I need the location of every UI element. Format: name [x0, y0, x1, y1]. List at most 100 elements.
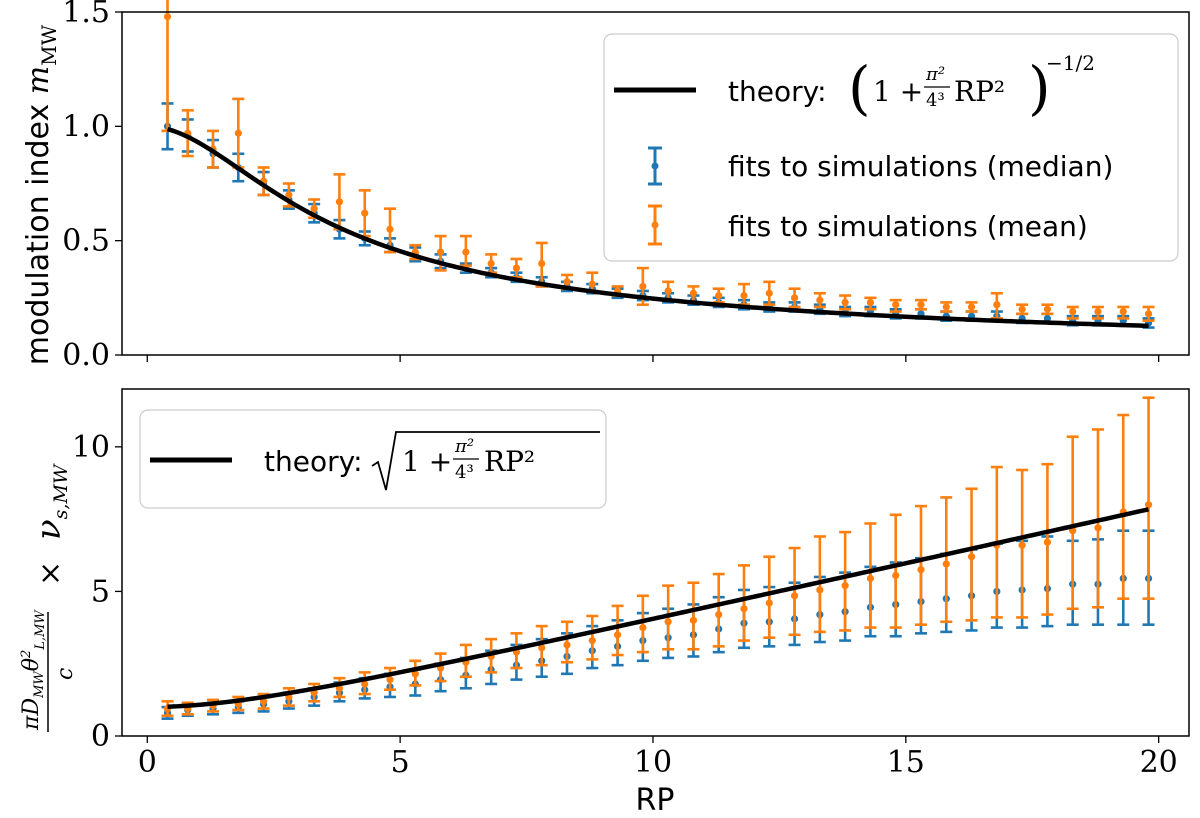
data-point — [1043, 305, 1052, 313]
data-point — [715, 291, 723, 300]
top-legend-theory-label: theory: — [728, 75, 827, 108]
top-mean-point — [1066, 305, 1079, 320]
data-point — [866, 298, 875, 307]
data-point — [1094, 524, 1102, 532]
y-tick-label: 0.5 — [62, 224, 110, 259]
formula-rp-sq: RP² — [954, 75, 1005, 108]
ylabel-times: × — [33, 561, 68, 586]
data-point — [613, 631, 622, 639]
top-mean-point — [181, 109, 194, 158]
formula-pi-sq: π² — [925, 64, 945, 85]
y-tick-label: 10 — [72, 430, 110, 465]
data-point — [866, 574, 875, 583]
top-mean-point — [1142, 305, 1155, 323]
formula-one-plus: 1 + — [873, 75, 923, 108]
data-point — [993, 301, 1001, 309]
bottom-mean-point — [1016, 468, 1029, 619]
data-point — [1094, 307, 1102, 316]
data-point — [1018, 541, 1026, 549]
top-mean-point — [965, 301, 978, 313]
data-point — [361, 209, 369, 217]
bottom-plot-area — [161, 396, 1155, 720]
formula-exponent: −1/2 — [1046, 51, 1095, 75]
top-mean-point — [914, 298, 927, 311]
bottom-mean-point — [940, 496, 953, 624]
bottom-mean-point — [434, 652, 447, 683]
x-tick-label: 10 — [634, 745, 672, 780]
top-y-axis-label: modulation index mMW — [21, 24, 61, 365]
bottom-mean-point — [914, 504, 927, 626]
x-tick-label: 5 — [391, 745, 410, 780]
bottom-mean-point — [864, 522, 877, 629]
data-point — [790, 294, 799, 302]
bottom-mean-point — [561, 620, 574, 664]
data-point — [163, 12, 172, 21]
ylabel-nu: νs,MW — [29, 463, 72, 540]
top-mean-point — [990, 291, 1003, 320]
top-mean-point — [232, 97, 245, 169]
y-tick-label: 1.0 — [62, 109, 110, 144]
data-point — [892, 301, 900, 309]
bottom-mean-point — [384, 666, 397, 692]
top-mean-point — [737, 282, 750, 306]
bottom-mean-point — [965, 487, 978, 622]
bottom-legend-box — [139, 409, 607, 509]
bottom-y-axis-label: πDMWθ2L,MW c × νs,MW — [19, 463, 78, 732]
top-mean-point — [1117, 305, 1130, 320]
bottom-series-mean — [161, 396, 1155, 718]
data-point — [487, 259, 495, 268]
data-point — [816, 586, 824, 594]
data-point — [1043, 538, 1052, 546]
top-legend-mean-label: fits to simulations (mean) — [728, 210, 1088, 243]
formula-rp-sq: RP² — [484, 445, 535, 478]
top-ylabel-sub: MW — [37, 24, 61, 65]
top-mean-point — [510, 257, 523, 279]
bottom-mean-point — [839, 530, 852, 632]
top-mean-point — [535, 241, 548, 288]
data-point — [740, 291, 748, 300]
data-point — [411, 670, 419, 678]
top-mean-point — [813, 291, 826, 309]
data-point — [715, 610, 723, 619]
data-point — [563, 641, 571, 649]
data-point — [639, 623, 647, 632]
data-point — [740, 605, 748, 613]
data-point — [588, 636, 596, 645]
data-point — [664, 287, 672, 295]
bottom-mean-point — [1041, 462, 1054, 616]
data-point — [588, 280, 596, 288]
bottom-y-ticks: 0 5 10 — [72, 430, 122, 754]
top-mean-point — [839, 294, 852, 311]
data-point — [664, 618, 672, 626]
data-point — [1119, 307, 1127, 316]
data-point — [816, 296, 824, 304]
data-point — [639, 282, 647, 290]
data-point — [892, 571, 900, 580]
data-point — [234, 129, 242, 137]
data-point — [689, 289, 698, 297]
data-point — [538, 259, 546, 268]
top-axes-frame — [121, 11, 1190, 356]
bottom-mean-point — [611, 604, 624, 657]
bottom-mean-point — [510, 632, 523, 670]
data-point — [386, 225, 394, 233]
bottom-mean-point — [889, 513, 902, 629]
bottom-x-ticks: 0 5 10 15 20 — [138, 736, 1178, 780]
top-plot-area — [161, 0, 1155, 329]
data-point — [790, 592, 799, 600]
top-ylabel-math: m — [21, 66, 56, 94]
data-point — [917, 566, 925, 574]
data-point — [285, 191, 293, 199]
ylabel-frac-bottom: c — [53, 668, 78, 680]
formula-sqrt-sign — [371, 431, 600, 491]
top-legend-median-label: fits to simulations (median) — [728, 150, 1113, 183]
formula-close-paren: ) — [1028, 54, 1051, 122]
data-point — [563, 278, 571, 286]
formula-open-paren: ( — [848, 54, 871, 122]
top-mean-point — [459, 234, 472, 268]
top-mean-point — [1091, 305, 1104, 320]
bottom-theory-curve — [167, 507, 1150, 709]
bottom-mean-point — [535, 624, 548, 667]
top-mean-point — [161, 0, 174, 133]
